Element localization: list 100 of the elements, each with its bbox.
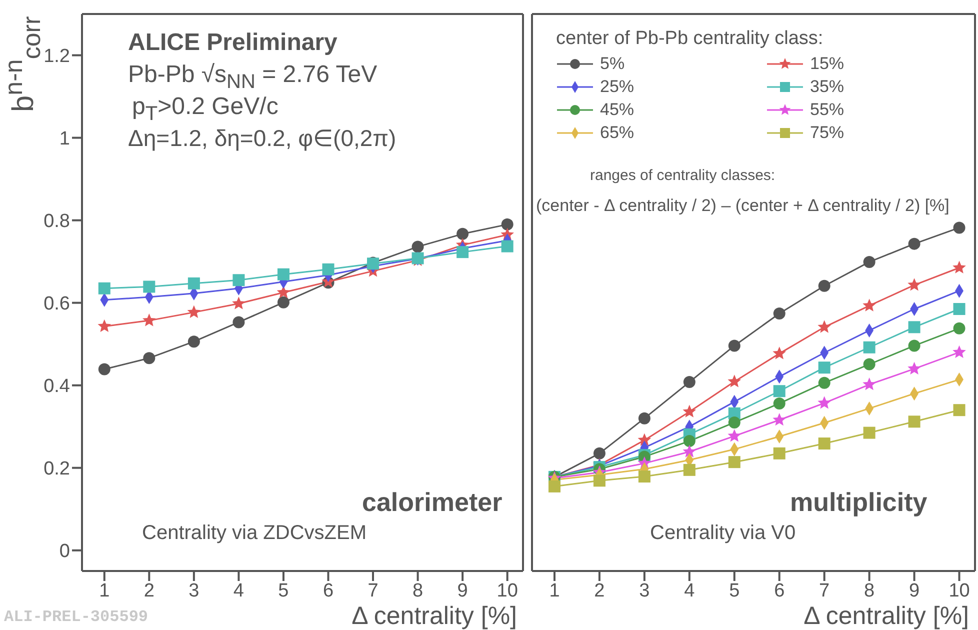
point: [908, 362, 921, 374]
annotation: p$_{T}$>0.2 GeV/c: [132, 93, 278, 125]
point: [862, 378, 876, 390]
x-tick-label: 7: [819, 580, 830, 602]
point: [638, 412, 650, 424]
x-tick-label: 6: [774, 580, 785, 602]
x-tick-label: 10: [496, 580, 518, 602]
legend-label: 25%: [600, 77, 634, 97]
point: [98, 363, 110, 376]
point: [276, 286, 290, 298]
point: [908, 278, 921, 291]
point: [908, 238, 920, 250]
legend-label: 5%: [600, 54, 625, 74]
point: [412, 240, 424, 253]
annotation: ranges of centrality classes:: [590, 167, 776, 184]
y-tick-label: 0.4: [44, 376, 70, 398]
point: [728, 374, 742, 388]
x-tick-label: 4: [684, 580, 696, 602]
point: [818, 438, 830, 450]
point: [908, 340, 920, 352]
annotation: Centrality via V0: [650, 522, 796, 544]
point: [908, 416, 920, 428]
x-axis-title: Δ centrality [%]: [352, 602, 517, 630]
point: [142, 314, 156, 326]
x-tick-label: 3: [639, 580, 650, 602]
x-tick-label: 10: [948, 580, 970, 602]
point: [772, 412, 786, 426]
point: [952, 260, 966, 274]
point: [683, 464, 696, 476]
point: [953, 322, 966, 334]
point: [818, 376, 830, 389]
point: [232, 296, 246, 310]
point: [188, 336, 200, 348]
x-tick-label: 7: [368, 580, 378, 602]
legend-label: 75%: [810, 123, 844, 143]
point: [501, 240, 514, 252]
x-tick-label: 5: [729, 580, 740, 602]
point: [548, 480, 560, 492]
point: [683, 435, 696, 448]
point: [908, 321, 920, 334]
annotation: ALICE Preliminary: [128, 29, 338, 56]
x-tick-label: 3: [188, 580, 200, 602]
point: [728, 456, 740, 468]
point: [188, 277, 200, 290]
point: [682, 444, 696, 458]
point: [98, 282, 110, 294]
x-axis-title: Δ centrality [%]: [804, 602, 969, 630]
point: [232, 274, 245, 286]
x-tick-label: 4: [233, 580, 244, 602]
point: [143, 280, 156, 293]
legend-label: 45%: [600, 100, 634, 120]
point: [232, 316, 245, 328]
legend-label: 55%: [810, 100, 844, 120]
point: [773, 447, 786, 460]
point: [773, 385, 786, 398]
point: [953, 303, 966, 316]
legend-title: center of Pb-Pb centrality class:: [556, 28, 824, 50]
x-tick-label: 2: [594, 580, 605, 602]
point: [773, 308, 786, 320]
y-tick-label: 1: [59, 128, 70, 150]
annotation: Δη=1.2, δη=0.2, φ∈(0,2π): [128, 125, 396, 152]
point: [953, 222, 966, 234]
legend-label: 65%: [600, 123, 634, 143]
point: [862, 298, 876, 312]
y-tick-label: 1.2: [44, 46, 70, 68]
point: [863, 358, 876, 370]
annotation: Centrality via ZDCvsZEM: [142, 522, 366, 544]
point: [683, 376, 696, 388]
y-tick-label: 0.6: [44, 294, 70, 315]
point: [818, 362, 830, 374]
x-tick-label: 8: [412, 580, 424, 602]
point: [728, 340, 740, 352]
x-tick-label: 6: [322, 580, 334, 602]
annotation: calorimeter: [362, 487, 502, 517]
point: [98, 319, 112, 332]
x-tick-label: 5: [278, 580, 289, 602]
point: [952, 345, 966, 358]
point: [322, 263, 334, 276]
point: [682, 404, 696, 418]
point: [593, 447, 606, 460]
point: [593, 474, 606, 487]
x-tick-label: 2: [144, 580, 154, 602]
y-tick-label: 0.2: [44, 458, 70, 480]
point: [728, 429, 742, 442]
point: [728, 416, 740, 428]
point: [187, 305, 201, 318]
legend-label: 35%: [810, 77, 844, 97]
x-tick-label: 1: [549, 580, 560, 602]
x-tick-label: 8: [864, 580, 875, 602]
point: [818, 280, 830, 292]
annotation: (center - Δ centrality / 2) – (center + Δ centrality / 2) [%]: [536, 196, 950, 216]
point: [818, 396, 831, 409]
y-tick-label: 0: [59, 541, 70, 562]
point: [456, 246, 469, 258]
point: [143, 352, 156, 364]
x-tick-label: 1: [99, 580, 110, 602]
legend-label: 15%: [810, 54, 844, 74]
point: [277, 296, 290, 308]
point: [456, 228, 469, 240]
y-tick-label: 0.8: [44, 211, 70, 232]
